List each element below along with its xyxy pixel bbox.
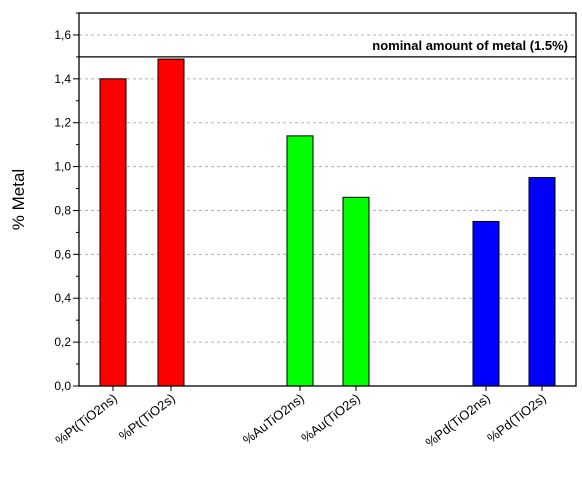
y-tick-label: 0,2	[54, 335, 71, 349]
y-tick-label: 0,8	[54, 203, 71, 217]
y-tick-label: 1,6	[54, 28, 71, 42]
bar	[157, 58, 185, 387]
y-tick-label: 1,0	[54, 160, 71, 174]
x-tick-label: %Pd(TiO2ns)	[423, 391, 493, 451]
x-tick-label: %Pt(TiO2ns)	[52, 391, 119, 448]
x-tick-label: %Pd(TiO2s)	[484, 391, 549, 446]
y-tick-label: 0,0	[54, 379, 71, 393]
reference-layer: nominal amount of metal (1.5%)	[79, 38, 576, 58]
bar	[286, 135, 314, 387]
bar	[472, 220, 500, 387]
plot-frame	[78, 12, 577, 387]
y-axis-title: % Metal	[9, 169, 28, 230]
y-tick-label: 0,4	[54, 291, 71, 305]
axes-layer	[73, 12, 577, 391]
bar	[528, 177, 556, 387]
bar	[99, 78, 127, 387]
y-tick-label: 0,6	[54, 247, 71, 261]
x-tick-label: %AuTiO2ns)	[240, 391, 307, 448]
bar	[342, 196, 370, 387]
x-tick-labels: %Pt(TiO2ns)%Pt(TiO2s) %AuTiO2ns)%Au(TiO2s…	[52, 391, 548, 451]
y-tick-labels: 0,0 0,2 0,4 0,6 0,8 1,0 1,2 1,4 1,6	[54, 28, 71, 393]
nominal-reference-label: nominal amount of metal (1.5%)	[372, 38, 568, 53]
bars-layer	[99, 58, 556, 387]
y-tick-label: 1,2	[54, 116, 71, 130]
y-tick-label: 1,4	[54, 72, 71, 86]
grid-layer	[79, 34, 576, 343]
x-tick-label: %Au(TiO2s)	[298, 391, 363, 446]
x-tick-label: %Pt(TiO2s)	[116, 391, 178, 444]
